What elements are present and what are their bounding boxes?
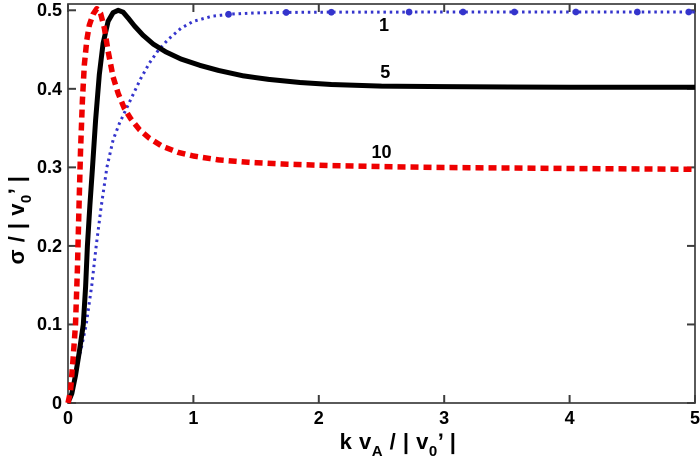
x-tick-label-0: 0 (62, 408, 74, 428)
x-axis-label: k vA / | v0’ | (339, 429, 457, 459)
x-axis-label-text: / | v (383, 429, 429, 454)
x-tick-label-1: 1 (188, 408, 199, 428)
y-tick-label-0.2: 0.2 (36, 235, 62, 256)
curve-label-10: 10 (371, 142, 392, 163)
y-axis-label-text: σ / | v (4, 203, 29, 265)
curve-1-marker-dot (633, 8, 641, 16)
curve-1-marker-dot (685, 8, 693, 16)
curve-10 (65, 5, 696, 404)
curve-1-marker-dot (327, 8, 335, 16)
curve-1-marker-dot (459, 8, 467, 16)
x-tick-label-3: 3 (439, 408, 450, 428)
y-axis-label-text: ’ | (4, 175, 29, 195)
curve-1-marker-dot (225, 10, 232, 18)
plot-border (67, 3, 696, 404)
x-tick-label-2: 2 (313, 408, 324, 428)
x-axis-label-subscript-0: 0 (428, 443, 438, 460)
y-tick-label-0.3: 0.3 (36, 157, 62, 178)
x-tick-label-4: 4 (564, 408, 575, 428)
curve-1-marker-dot (511, 8, 518, 16)
y-tick-label-0.4: 0.4 (36, 78, 62, 99)
curve-1-marker-dot (405, 8, 413, 16)
y-axis-label: σ / | v0’ | (4, 175, 35, 265)
x-axis-label-text: ’ | (437, 429, 457, 454)
y-tick-label-0.1: 0.1 (36, 314, 62, 335)
curve-1-marker-dot (282, 9, 290, 16)
x-tick-label-5: 5 (689, 408, 700, 428)
y-tick-label-0: 0 (51, 393, 62, 413)
curve-5 (65, 7, 695, 404)
x-axis-label-subscript-A: A (371, 443, 384, 460)
x-axis-label-text: k v (339, 429, 372, 454)
curve-label-1: 1 (378, 15, 390, 36)
curve-1-marker-dot (572, 8, 580, 16)
y-axis-label-subscript-0: 0 (18, 194, 35, 204)
curve-1 (66, 10, 695, 404)
y-tick-label-0.5: 0.5 (36, 0, 62, 21)
curve-label-5: 5 (380, 62, 391, 83)
